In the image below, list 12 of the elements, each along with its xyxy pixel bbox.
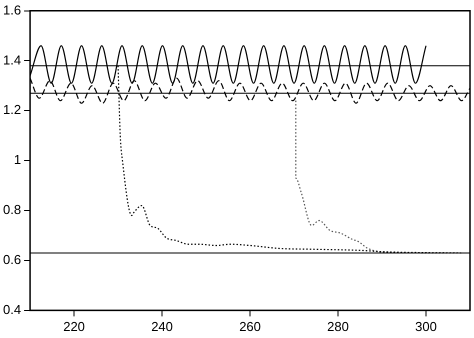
x-tick-label: 260	[239, 318, 261, 334]
x-tick-label: 240	[151, 318, 173, 334]
y-tick-label: 0.6	[2, 252, 22, 268]
x-tick-label: 220	[63, 318, 85, 334]
x-tick-label: 300	[415, 318, 437, 334]
y-tick-label: 1.2	[2, 102, 22, 118]
x-tick-label: 280	[327, 318, 349, 334]
y-tick-label: 1.6	[2, 2, 22, 18]
y-tick-label: 0.8	[2, 202, 22, 218]
y-tick-label: 0.4	[2, 302, 22, 317]
y-tick-label: 1	[14, 152, 22, 168]
y-tick-label: 1.4	[2, 52, 22, 68]
